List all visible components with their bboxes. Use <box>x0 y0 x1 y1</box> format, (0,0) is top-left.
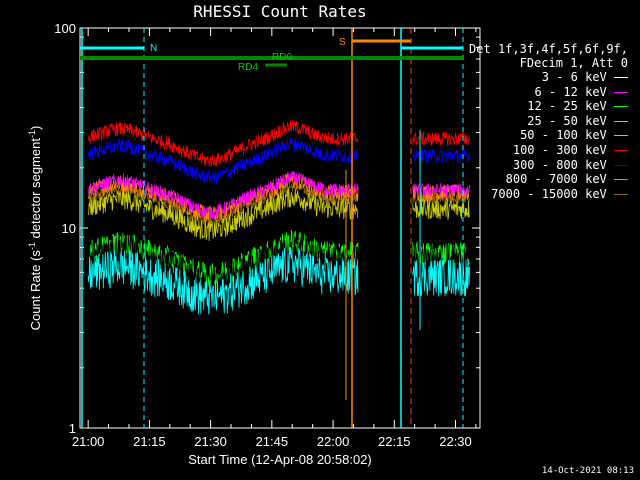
series-line-100-300-kev <box>88 120 359 167</box>
legend-swatch <box>614 179 628 181</box>
y-tick-label: 1 <box>69 421 76 436</box>
x-tick-label: 22:15 <box>378 434 411 449</box>
x-tick-label: 21:30 <box>194 434 227 449</box>
x-axis-label: Start Time (12-Apr-08 20:58:02) <box>188 452 372 467</box>
legend-item: 25 - 50 keV <box>527 114 628 128</box>
series-line-25-50-kev <box>412 258 470 297</box>
legend-swatch <box>614 135 628 137</box>
legend-swatch <box>614 120 628 122</box>
series-line-6-12-kev <box>87 170 359 220</box>
legend-item: 800 - 7000 keV <box>506 172 628 186</box>
series-line-25-50-kev <box>87 247 359 315</box>
legend-item: 12 - 25 keV <box>527 99 628 113</box>
legend-label: 800 - 7000 keV <box>505 172 614 187</box>
y-tick-label: 10 <box>62 221 76 236</box>
legend-label: 300 - 800 keV <box>512 157 614 172</box>
legend-header-line2: FDecim 1, Att 0 <box>519 56 628 70</box>
series-line-3-6-kev <box>87 233 359 297</box>
x-tick-label: 22:30 <box>439 434 472 449</box>
legend-label: 50 - 100 keV <box>520 128 614 143</box>
legend-label: 12 - 25 keV <box>527 99 614 114</box>
legend-swatch <box>614 193 628 195</box>
series-line-50-100-kev <box>412 198 470 220</box>
legend-swatch <box>614 164 628 166</box>
series-line-300-800-kev <box>87 137 359 184</box>
legend-label: 6 - 12 keV <box>534 84 614 99</box>
night-label: N <box>150 43 157 54</box>
legend-label: 25 - 50 keV <box>527 113 614 128</box>
x-tick-label: 22:00 <box>317 434 350 449</box>
series-line-100-300-kev <box>412 131 470 146</box>
legend-label: 100 - 300 keV <box>512 143 614 157</box>
legend-item: 50 - 100 keV <box>520 128 628 142</box>
legend-label: 3 - 6 keV <box>541 70 614 84</box>
x-tick-label: 21:00 <box>72 434 105 449</box>
chart-title: RHESSI Count Rates <box>193 2 367 21</box>
legend-header-line1: Det 1f,3f,4f,5f,6f,9f, <box>469 42 628 56</box>
series-line-3-6-kev <box>412 244 470 277</box>
series-line-50-100-kev <box>87 187 359 242</box>
rd0-label: RD0 <box>272 52 292 63</box>
y-tick-label: 100 <box>54 21 76 36</box>
legend-swatch <box>614 77 628 78</box>
legend-item: 7000 - 15000 keV <box>491 187 628 201</box>
legend-label: 7000 - 15000 keV <box>491 186 614 201</box>
legend-item: 300 - 800 keV <box>513 158 628 172</box>
legend-swatch <box>614 106 628 108</box>
rd4-label: RD4 <box>238 62 258 73</box>
timestamp: 14-Oct-2021 08:13 <box>541 466 634 476</box>
legend-swatch <box>614 150 628 151</box>
saa-label: S <box>339 37 346 48</box>
y-axis-label: Count Rate (s-1 detector segment-1) <box>27 126 43 331</box>
x-tick-label: 21:45 <box>256 434 289 449</box>
x-tick-label: 21:15 <box>133 434 166 449</box>
legend-item: 3 - 6 keV <box>542 70 628 84</box>
series-line-800-7000-kev <box>412 183 470 203</box>
series-line-300-800-kev <box>412 148 470 165</box>
legend-item: 6 - 12 keV <box>535 85 628 99</box>
legend-item: 100 - 300 keV <box>513 143 628 157</box>
legend-swatch <box>614 91 628 93</box>
series-line-6-12-kev <box>412 182 470 198</box>
